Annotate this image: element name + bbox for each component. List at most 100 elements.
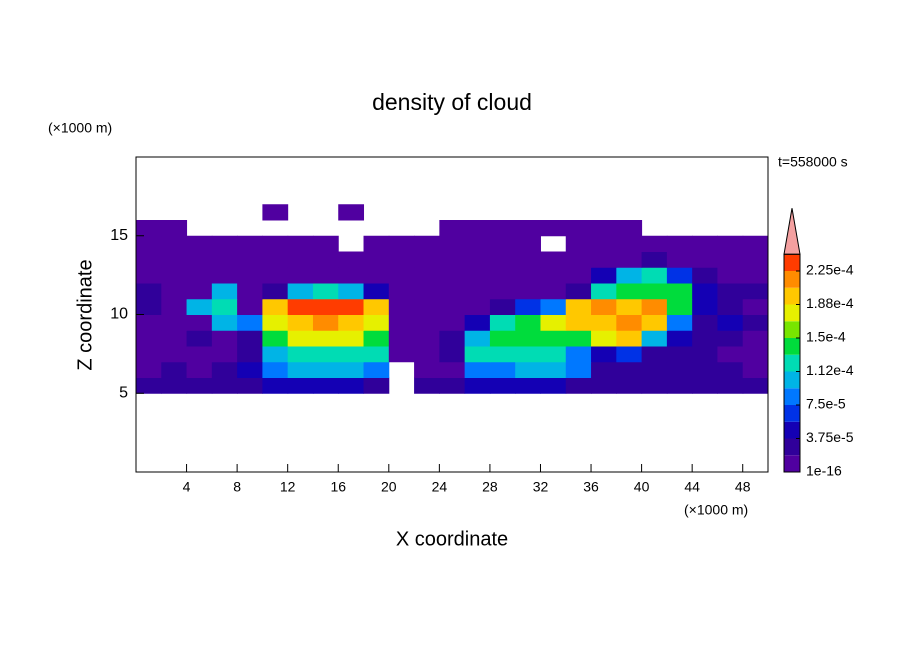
colorbar-band xyxy=(784,254,800,271)
colorbar-band xyxy=(784,271,800,288)
contour-cell xyxy=(489,346,516,363)
contour-cell xyxy=(616,251,643,268)
contour-cell xyxy=(312,251,339,268)
contour-cell xyxy=(237,267,263,284)
contour-cell xyxy=(287,251,314,268)
contour-cell xyxy=(161,251,188,268)
contour-cell xyxy=(641,361,668,378)
colorbar-label: 3.75e-5 xyxy=(806,429,854,445)
x-tick-label: 32 xyxy=(533,479,549,495)
contour-cell xyxy=(591,346,617,363)
contour-cell xyxy=(186,283,213,300)
contour-cell xyxy=(717,298,744,315)
contour-cell xyxy=(439,314,466,331)
contour-cell xyxy=(641,346,668,363)
contour-cell xyxy=(616,267,643,284)
contour-cell xyxy=(742,314,769,331)
contour-cell xyxy=(136,235,162,252)
contour-cell xyxy=(692,377,718,394)
contour-cell xyxy=(616,220,643,237)
contour-cell xyxy=(237,298,263,315)
contour-cell xyxy=(186,314,213,331)
contour-cell xyxy=(464,314,491,331)
contour-cell xyxy=(591,298,617,315)
contour-cell xyxy=(591,283,617,300)
colorbar-label: 1.88e-4 xyxy=(806,295,854,311)
contour-cell xyxy=(616,298,643,315)
contour-cell xyxy=(565,361,592,378)
contour-cell xyxy=(338,204,365,221)
contour-cell xyxy=(616,361,643,378)
contour-cell xyxy=(489,220,516,237)
contour-cell xyxy=(312,314,339,331)
contour-cell xyxy=(692,298,718,315)
contour-cell xyxy=(515,267,541,284)
contour-cell xyxy=(414,283,440,300)
contour-cell xyxy=(591,330,617,347)
contour-cell xyxy=(338,298,365,315)
contour-cell xyxy=(363,377,390,394)
contour-cell xyxy=(287,267,314,284)
contour-cell xyxy=(186,330,213,347)
contour-cell xyxy=(363,283,390,300)
contour-cell xyxy=(515,298,541,315)
contour-cell xyxy=(489,251,516,268)
contour-cell xyxy=(641,283,668,300)
contour-cell xyxy=(439,235,466,252)
contour-cell xyxy=(262,267,289,284)
contour-cell xyxy=(540,314,567,331)
contour-cell xyxy=(186,235,213,252)
contour-cell xyxy=(717,346,744,363)
contour-cell xyxy=(312,283,339,300)
contour-cell xyxy=(363,298,390,315)
contour-cell xyxy=(742,235,769,252)
contour-cell xyxy=(136,361,162,378)
y-tick-label: 15 xyxy=(110,227,128,244)
contour-cell xyxy=(464,235,491,252)
contour-cell xyxy=(338,377,365,394)
contour-cell xyxy=(616,235,643,252)
contour-cell xyxy=(641,267,668,284)
contour-cell xyxy=(515,377,541,394)
contour-cell xyxy=(717,283,744,300)
contour-cell xyxy=(540,330,567,347)
contour-cell xyxy=(717,361,744,378)
colorbar-band xyxy=(784,405,800,422)
contour-cell xyxy=(565,330,592,347)
contour-cell xyxy=(641,377,668,394)
contour-cell xyxy=(692,314,718,331)
contour-cell xyxy=(338,330,365,347)
contour-cell xyxy=(540,346,567,363)
contour-cell xyxy=(211,377,238,394)
contour-cell xyxy=(489,283,516,300)
contour-cell xyxy=(262,204,289,221)
contour-cell xyxy=(692,235,718,252)
contour-cell xyxy=(211,283,238,300)
contour-cell xyxy=(287,298,314,315)
contour-cell xyxy=(312,377,339,394)
contour-cell xyxy=(464,251,491,268)
contour-cell xyxy=(591,377,617,394)
colorbar-label: 7.5e-5 xyxy=(806,396,846,412)
contour-cell xyxy=(414,267,440,284)
contour-cell xyxy=(363,330,390,347)
contour-cell xyxy=(540,361,567,378)
contour-cell xyxy=(312,361,339,378)
contour-cell xyxy=(439,267,466,284)
colorbar-band xyxy=(784,421,800,439)
colorbar-label: 1.12e-4 xyxy=(806,362,854,378)
time-label: t=558000 s xyxy=(778,154,848,170)
contour-cell xyxy=(186,267,213,284)
contour-cell xyxy=(287,346,314,363)
contour-cell xyxy=(414,251,440,268)
contour-cell xyxy=(414,235,440,252)
contour-cell xyxy=(591,267,617,284)
colorbar-band xyxy=(784,438,800,456)
contour-cell xyxy=(388,298,415,315)
contour-cell xyxy=(262,251,289,268)
contour-cell xyxy=(211,235,238,252)
contour-cell xyxy=(211,330,238,347)
contour-cell xyxy=(692,330,718,347)
contour-cell xyxy=(287,235,314,252)
contour-cell xyxy=(717,235,744,252)
